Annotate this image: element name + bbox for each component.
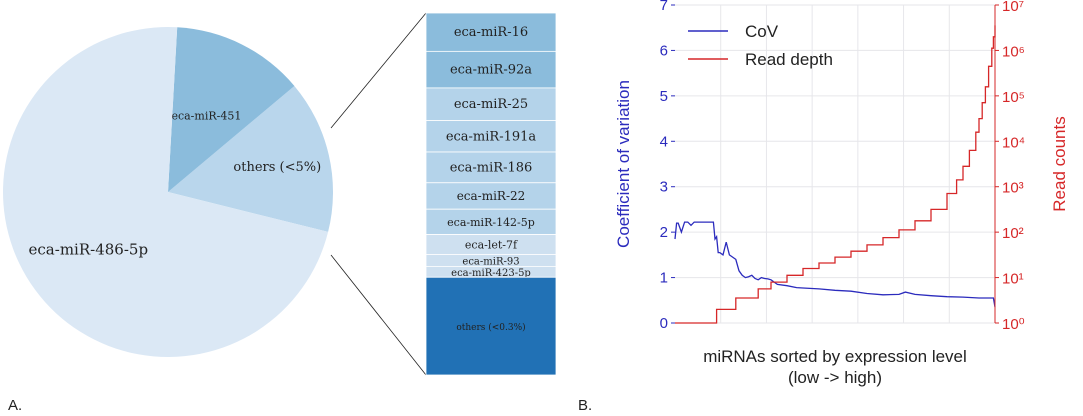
connector-line-bottom [330,254,427,376]
pie-slice-others-5 [168,85,334,232]
pie-label-eca-mir-486-5p: eca-miR-486-5p [29,241,149,259]
pie-slice-eca-mir-451 [168,27,295,193]
y2-tick-label: 10³ [1002,180,1024,197]
bar-label-eca-mir-16: eca-miR-16 [454,25,528,40]
bar-segment-eca-mir-186 [425,151,557,184]
bar-label-eca-mir-92a: eca-miR-92a [450,63,532,78]
x-axis-title-line-2: (low -> high) [788,368,882,387]
y2-tick-label: 10¹ [1002,271,1024,288]
legend-label-cov: CoV [745,22,779,41]
y-tick-label: 2 [660,224,668,241]
grid [675,4,995,324]
bar-segment-eca-mir-191a [425,120,557,153]
bar-label-eca-let-7f: eca-let-7f [465,239,518,252]
y2-axis-title: Read counts [1050,116,1069,211]
bar-label-eca-mir-186: eca-miR-186 [450,160,533,175]
bar-label-eca-mir-25: eca-miR-25 [454,97,528,112]
bar-segment-eca-mir-142-5p [425,208,557,235]
y-tick-label: 5 [660,88,668,105]
legend-label-read-depth: Read depth [745,50,833,69]
y-tick-label: 7 [660,0,668,14]
pie-label-eca-mir-451: eca-miR-451 [171,109,241,122]
y-tick-label: 6 [660,42,668,59]
y-tick-label: 3 [660,179,668,196]
bar-segment-eca-mir-25 [425,87,557,121]
y2-tick-label: 10⁴ [1002,134,1025,151]
stacked-bar-chart: eca-miR-16 eca-miR-92a eca-miR-25 eca-miR-1… [425,12,557,376]
pie-chart: others (<5%) eca-miR-451 eca-miR-486-5p [3,27,334,358]
panel-label-a: A. [8,397,22,414]
pie-label-others-5: others (<5%) [233,160,321,175]
connector-line-top [330,12,427,129]
y2-tick-label: 10² [1002,225,1024,242]
y2-tick-label: 10⁶ [1002,43,1025,60]
series-line-cov [674,221,996,308]
plot-area [675,5,995,323]
panel-label-b: B. [578,397,592,414]
bar-label-eca-mir-191a: eca-miR-191a [446,129,537,144]
y-axis-title: Coefficient of variation [614,80,633,248]
y2-tick-label: 10⁵ [1002,89,1025,106]
bar-label-eca-mir-22: eca-miR-22 [457,189,526,203]
y-tick-label: 1 [660,270,668,287]
legend: CoV Read depth [688,22,833,69]
left-axis: 0 1 2 3 4 5 6 7 [660,0,675,332]
series [674,25,996,324]
bar-segment-eca-mir-22 [425,182,557,210]
line-chart: 0 1 2 3 4 5 6 7 10⁰ 10¹ 10² 10³ 10⁴ 10⁵ 10⁶ 10⁷ CoV Re… [614,0,1069,387]
bar-label-others-0-3: others (<0.3%) [456,322,525,333]
y-tick-label: 0 [660,315,668,332]
right-axis: 10⁰ 10¹ 10² 10³ 10⁴ 10⁵ 10⁶ 10⁷ [994,0,1025,333]
bar-segment-eca-mir-16 [425,12,557,52]
bar-label-eca-mir-423-5p: eca-miR-423-5p [451,268,531,279]
y2-tick-label: 10⁷ [1002,0,1024,15]
bar-label-eca-mir-142-5p: eca-miR-142-5p [447,216,535,229]
pie-slice-eca-mir-486-5p [3,27,329,358]
y2-tick-label: 10⁰ [1002,316,1025,333]
bar-label-eca-mir-93: eca-miR-93 [462,256,519,267]
x-axis-title-line-1: miRNAs sorted by expression level [703,347,967,366]
y-tick-label: 4 [660,133,668,150]
bar-segment-others-0-3 [425,276,557,376]
series-line-read-depth [675,25,996,324]
